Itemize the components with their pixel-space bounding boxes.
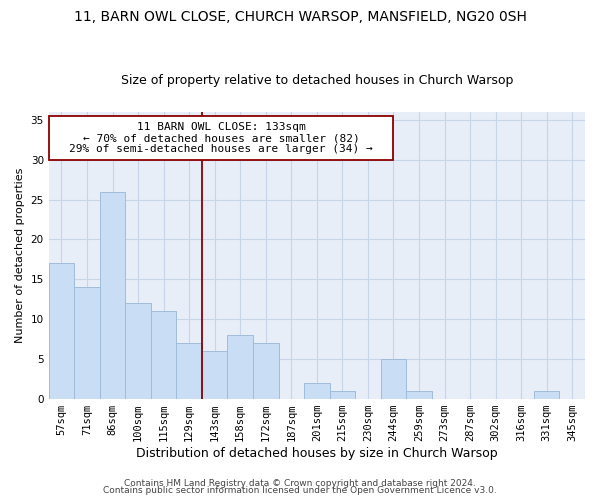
Bar: [329, 391, 355, 399]
Text: Contains public sector information licensed under the Open Government Licence v3: Contains public sector information licen…: [103, 486, 497, 495]
Bar: [227, 335, 253, 399]
FancyBboxPatch shape: [49, 116, 394, 160]
Bar: [534, 391, 559, 399]
X-axis label: Distribution of detached houses by size in Church Warsop: Distribution of detached houses by size …: [136, 447, 497, 460]
Text: Contains HM Land Registry data © Crown copyright and database right 2024.: Contains HM Land Registry data © Crown c…: [124, 478, 476, 488]
Y-axis label: Number of detached properties: Number of detached properties: [15, 168, 25, 343]
Bar: [253, 343, 278, 399]
Bar: [100, 192, 125, 399]
Bar: [380, 359, 406, 399]
Bar: [406, 391, 432, 399]
Title: Size of property relative to detached houses in Church Warsop: Size of property relative to detached ho…: [121, 74, 513, 87]
Text: 29% of semi-detached houses are larger (34) →: 29% of semi-detached houses are larger (…: [69, 144, 373, 154]
Bar: [304, 383, 329, 399]
Text: 11 BARN OWL CLOSE: 133sqm: 11 BARN OWL CLOSE: 133sqm: [137, 122, 305, 132]
Bar: [49, 264, 74, 399]
Text: ← 70% of detached houses are smaller (82): ← 70% of detached houses are smaller (82…: [83, 134, 359, 143]
Bar: [176, 343, 202, 399]
Bar: [202, 351, 227, 399]
Text: 11, BARN OWL CLOSE, CHURCH WARSOP, MANSFIELD, NG20 0SH: 11, BARN OWL CLOSE, CHURCH WARSOP, MANSF…: [74, 10, 526, 24]
Bar: [151, 312, 176, 399]
Bar: [74, 288, 100, 399]
Bar: [125, 304, 151, 399]
